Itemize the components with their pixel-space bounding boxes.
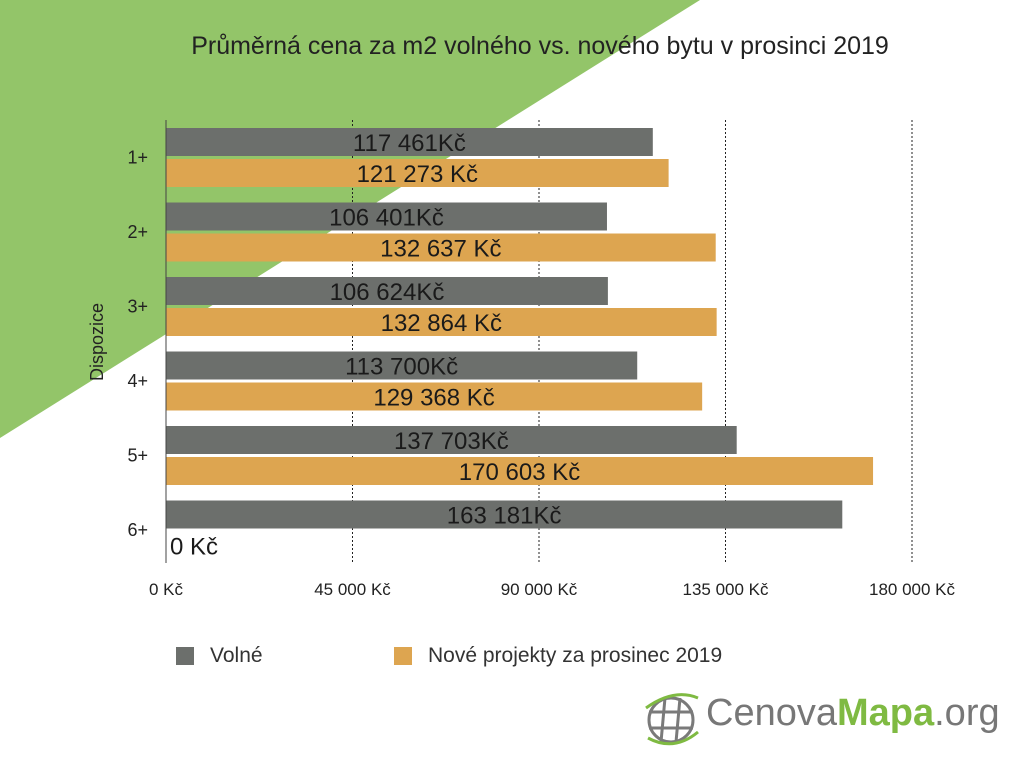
data-label: 137 703Kč: [394, 428, 509, 455]
y-axis-title: Dispozice: [87, 303, 107, 381]
x-tick-label: 0 Kč: [149, 580, 184, 599]
data-label: 170 603 Kč: [459, 459, 580, 486]
logo-text-org: .org: [934, 692, 1000, 734]
data-label: 0 Kč: [170, 534, 218, 561]
data-label: 106 624Kč: [330, 279, 445, 306]
legend-item-volne: Volné: [176, 644, 263, 668]
bar: [166, 382, 703, 411]
bar: [166, 351, 638, 380]
category-label: 6+: [127, 520, 148, 540]
category-label: 3+: [127, 297, 148, 317]
bar: [166, 308, 717, 336]
data-label: 129 368 Kč: [373, 385, 494, 412]
data-label: 117 461Kč: [353, 130, 466, 157]
category-label: 4+: [127, 371, 148, 391]
legend-label-nove: Nové projekty za prosinec 2019: [428, 644, 723, 667]
legend-swatch-nove: [394, 647, 412, 665]
category-label: 2+: [127, 222, 148, 242]
legend-item-nove: Nové projekty za prosinec 2019: [394, 644, 722, 668]
category-label: 1+: [127, 148, 148, 168]
bar: [166, 202, 607, 231]
legend-swatch-volne: [176, 647, 194, 665]
legend-label-volne: Volné: [210, 644, 263, 667]
bar: [166, 457, 874, 485]
bar: [166, 128, 653, 156]
x-tick-label: 45 000 Kč: [314, 580, 391, 599]
data-label: 121 273 Kč: [357, 161, 478, 188]
logo-text-cenova: Cenova: [706, 692, 837, 734]
cenovamapa-logo: CenovaMapa.org: [644, 688, 1014, 752]
data-label: 106 401Kč: [329, 205, 444, 232]
x-tick-label: 135 000 Kč: [682, 580, 769, 599]
globe-icon: [645, 693, 699, 746]
logo-text-mapa: Mapa: [836, 692, 935, 734]
bar: [166, 233, 716, 262]
x-tick-label: 90 000 Kč: [501, 580, 578, 599]
data-label: 163 181Kč: [447, 503, 562, 530]
bar: [166, 277, 608, 305]
data-label: 113 700Kč: [345, 354, 458, 381]
data-label: 132 637 Kč: [380, 236, 501, 263]
bar: [166, 426, 737, 454]
x-tick-label: 180 000 Kč: [869, 580, 956, 599]
bar: [166, 159, 669, 187]
data-label: 132 864 Kč: [381, 310, 502, 337]
chart-title: Průměrná cena za m2 volného vs. nového b…: [191, 32, 889, 60]
bar: [166, 500, 843, 529]
category-label: 5+: [127, 446, 148, 466]
